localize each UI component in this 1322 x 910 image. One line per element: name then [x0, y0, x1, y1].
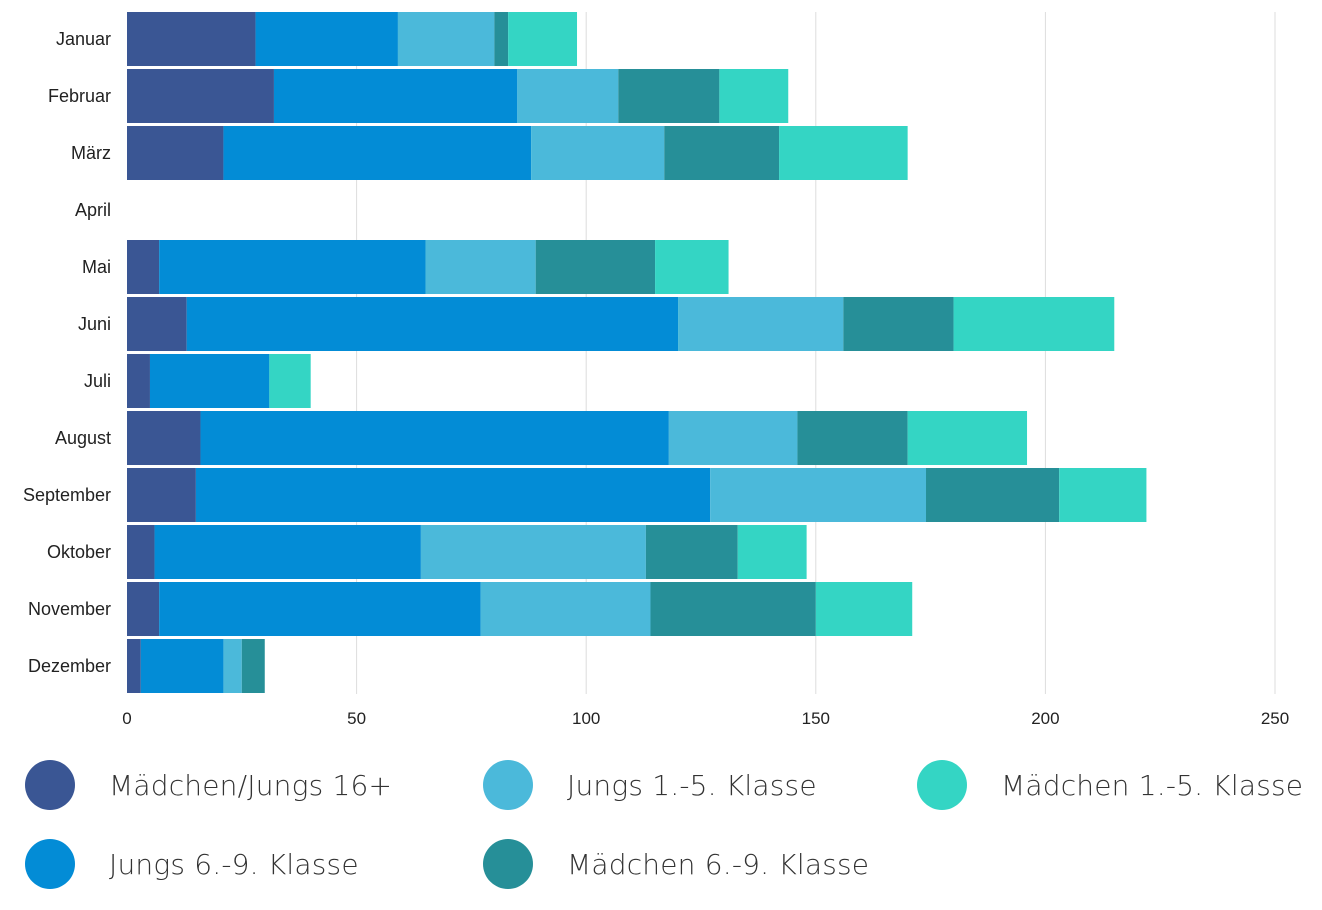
bar-segment [127, 354, 150, 408]
bar-segment [127, 468, 196, 522]
category-labels: Januar Februar März April Mai Juni Juli August S… [23, 29, 111, 676]
bar-segment [668, 411, 798, 465]
x-tick-labels: 0 50 100 150 200 250 [122, 709, 1289, 728]
x-tick-label: 0 [122, 709, 131, 728]
bar-segment [200, 411, 669, 465]
legend-swatch [25, 760, 75, 810]
bar-segment [907, 411, 1028, 465]
legend-item-maedchen-6-9: Mädchen 6.-9. Klasse [483, 839, 869, 889]
legend-item-maedchen-1-5: Mädchen 1.-5. Klasse [917, 760, 1303, 810]
bar-segment [517, 69, 619, 123]
legend-swatch [483, 839, 533, 889]
legend-label: Mädchen 6.-9. Klasse [567, 847, 870, 881]
bar-segment [127, 12, 256, 66]
bar-segment [926, 468, 1060, 522]
bar-segment [737, 525, 807, 579]
bar-segment [127, 525, 155, 579]
bar-segment [159, 240, 426, 294]
bar-segment [779, 126, 908, 180]
legend-label: Mädchen 1.-5. Klasse [1001, 768, 1304, 802]
bar-segment [127, 639, 141, 693]
bar-segment [159, 582, 481, 636]
legend-label: Jungs 6.-9. Klasse [109, 847, 359, 881]
bar-segment [719, 69, 789, 123]
bar-segment [223, 639, 242, 693]
category-label: November [28, 599, 111, 619]
bar-segment [127, 411, 201, 465]
bar-segment [127, 69, 274, 123]
bar-segment [154, 525, 421, 579]
x-tick-label: 200 [1031, 709, 1059, 728]
bar-segments [127, 12, 1147, 693]
legend-item-jungs-6-9: Jungs 6.-9. Klasse [25, 839, 359, 889]
legend-label: Jungs 1.-5. Klasse [567, 768, 817, 802]
category-label: Juni [78, 314, 111, 334]
bar-segment [269, 354, 311, 408]
category-label: Dezember [28, 656, 111, 676]
bar-segment [273, 69, 518, 123]
grid-lines [356, 12, 1276, 694]
category-label: Januar [56, 29, 111, 49]
bar-segment [531, 126, 665, 180]
legend-swatch [25, 839, 75, 889]
bar-segment [535, 240, 656, 294]
bar-segment [678, 297, 844, 351]
bar-segment [815, 582, 913, 636]
bar-segment [420, 525, 646, 579]
category-label: März [71, 143, 111, 163]
bar-segment [149, 354, 270, 408]
x-tick-label: 50 [347, 709, 366, 728]
bar-segment [645, 525, 738, 579]
category-label: April [75, 200, 111, 220]
bar-segment [223, 126, 532, 180]
legend-swatch [483, 760, 533, 810]
bar-segment [186, 297, 679, 351]
bar-segment [655, 240, 729, 294]
bar-segment [127, 126, 224, 180]
category-label: Mai [82, 257, 111, 277]
legend-swatch [917, 760, 967, 810]
legend-item-maedchen-jungs-16plus: Mädchen/Jungs 16+ [25, 760, 392, 810]
bar-segment [797, 411, 908, 465]
bar-segment [953, 297, 1115, 351]
legend: Mädchen/Jungs 16+ Jungs 1.-5. Klasse Mäd… [0, 750, 1322, 910]
bar-segment [241, 639, 265, 693]
bar-segment [650, 582, 816, 636]
bar-segment [1059, 468, 1147, 522]
x-tick-label: 250 [1261, 709, 1289, 728]
legend-item-jungs-1-5: Jungs 1.-5. Klasse [483, 760, 817, 810]
bar-segment [425, 240, 536, 294]
bar-segment [255, 12, 398, 66]
stacked-bar-chart: Januar Februar März April Mai Juni Juli August S… [23, 12, 1289, 728]
x-tick-label: 100 [572, 709, 600, 728]
bar-segment [843, 297, 954, 351]
bar-segment [480, 582, 651, 636]
bar-segment [508, 12, 578, 66]
bar-segment [664, 126, 780, 180]
bar-segment [195, 468, 711, 522]
bar-segment [127, 297, 187, 351]
bar-segment [140, 639, 224, 693]
bar-segment [127, 582, 160, 636]
category-label: August [55, 428, 111, 448]
category-label: September [23, 485, 111, 505]
x-tick-label: 150 [802, 709, 830, 728]
bar-segment [618, 69, 720, 123]
category-label: Februar [48, 86, 111, 106]
bar-segment [397, 12, 495, 66]
legend-label: Mädchen/Jungs 16+ [109, 768, 393, 802]
category-label: Juli [84, 371, 111, 391]
category-label: Oktober [47, 542, 111, 562]
bar-segment [494, 12, 509, 66]
bar-segment [710, 468, 927, 522]
bar-segment [127, 240, 160, 294]
